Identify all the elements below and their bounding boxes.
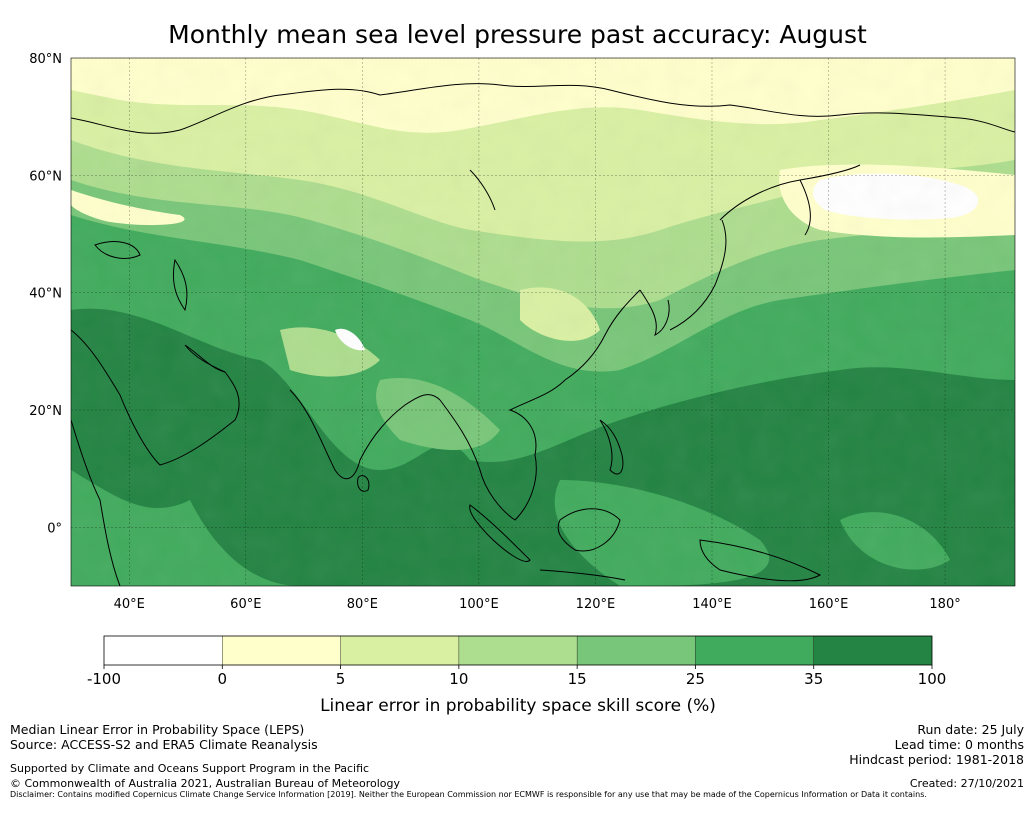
footer-left-1: Median Linear Error in Probability Space… xyxy=(10,722,305,737)
coast-korea xyxy=(639,289,670,336)
coast-africa xyxy=(71,419,121,586)
lon-tick-label: 80°E xyxy=(347,597,378,612)
colorbar-swatch xyxy=(695,636,814,665)
coast-arctic xyxy=(71,83,1015,134)
colorbar-tick-label: 35 xyxy=(804,670,823,688)
disclaimer: Disclaimer: Contains modified Copernicus… xyxy=(10,790,927,799)
lat-tick-label: 60°N xyxy=(29,169,62,184)
lon-tick-label: 60°E xyxy=(230,597,261,612)
coast-japan xyxy=(669,219,727,331)
coast-sumatra xyxy=(469,504,531,562)
coast-okhotsk xyxy=(719,164,861,221)
coast-india xyxy=(289,389,441,480)
longitude-labels: 40°E 60°E 80°E 100°E 120°E 140°E 160°E 180° xyxy=(114,597,961,612)
colorbar-swatch xyxy=(222,636,341,665)
coast-philippines xyxy=(599,419,624,475)
colorbar-frame xyxy=(103,635,933,666)
skill-score-map: 80°N 60°N 40°N 20°N 0° 40°E 60°E 80°E 100°E 120°… xyxy=(29,52,1016,716)
gridlines xyxy=(71,58,1015,586)
coastlines xyxy=(71,83,1015,586)
coast-caspian xyxy=(172,258,188,312)
footer-left-4: © Commonwealth of Australia 2021, Austra… xyxy=(10,777,400,790)
colorbar-tick-label: 15 xyxy=(568,670,587,688)
coast-baikal xyxy=(469,169,496,211)
map-title: Monthly mean sea level pressure past acc… xyxy=(168,20,867,49)
lon-tick-label: 140°E xyxy=(692,597,732,612)
coast-borneo xyxy=(557,508,621,552)
colorbar-tick-label: -100 xyxy=(87,670,121,688)
footer-hindcast: Hindcast period: 1981-2018 xyxy=(849,752,1024,767)
lon-tick-label: 40°E xyxy=(114,597,145,612)
colorbar-tick-label: 25 xyxy=(686,670,705,688)
colorbar-label: Linear error in probability space skill … xyxy=(320,696,716,716)
coast-java xyxy=(539,569,626,581)
footer-left-2: Source: ACCESS-S2 and ERA5 Climate Reana… xyxy=(10,737,318,752)
lon-tick-label: 120°E xyxy=(576,597,616,612)
colorbar-swatch xyxy=(813,636,932,665)
colorbar-tick-label: 10 xyxy=(449,670,468,688)
coast-gulf xyxy=(184,344,226,373)
map-frame xyxy=(70,57,1016,587)
lat-tick-label: 80°N xyxy=(29,52,62,67)
map-field xyxy=(71,58,1015,586)
colorbar-swatch xyxy=(340,636,459,665)
latitude-labels: 80°N 60°N 40°N 20°N 0° xyxy=(29,52,62,536)
footer-left-3: Supported by Climate and Oceans Support … xyxy=(10,762,370,775)
colorbar-tick-label: 100 xyxy=(918,670,947,688)
lat-tick-label: 0° xyxy=(47,521,62,536)
colorbar-swatch xyxy=(577,636,696,665)
colorbar-tick-label: 0 xyxy=(218,670,228,688)
lon-tick-label: 160°E xyxy=(809,597,849,612)
coast-black-sea xyxy=(94,241,141,259)
coast-kamchatka xyxy=(799,179,811,236)
lon-tick-label: 180° xyxy=(929,597,960,612)
colorbar: -100 0 5 10 15 25 35 100 xyxy=(87,635,947,688)
coast-indochina xyxy=(439,379,566,521)
coast-china xyxy=(564,289,641,381)
footer-created: Created: 27/10/2021 xyxy=(909,777,1024,790)
coast-sri-lanka xyxy=(357,475,370,492)
footer-run-date: Run date: 25 July xyxy=(917,722,1024,737)
colorbar-tick-label: 5 xyxy=(336,670,346,688)
lat-tick-label: 20°N xyxy=(29,404,62,419)
coast-new-guinea xyxy=(699,539,822,582)
lon-tick-label: 100°E xyxy=(459,597,499,612)
colorbar-swatch xyxy=(458,636,578,665)
lat-tick-label: 40°N xyxy=(29,287,62,302)
field-texture xyxy=(71,58,1015,586)
footer-lead-time: Lead time: 0 months xyxy=(894,737,1024,752)
colorbar-swatch xyxy=(104,636,223,665)
